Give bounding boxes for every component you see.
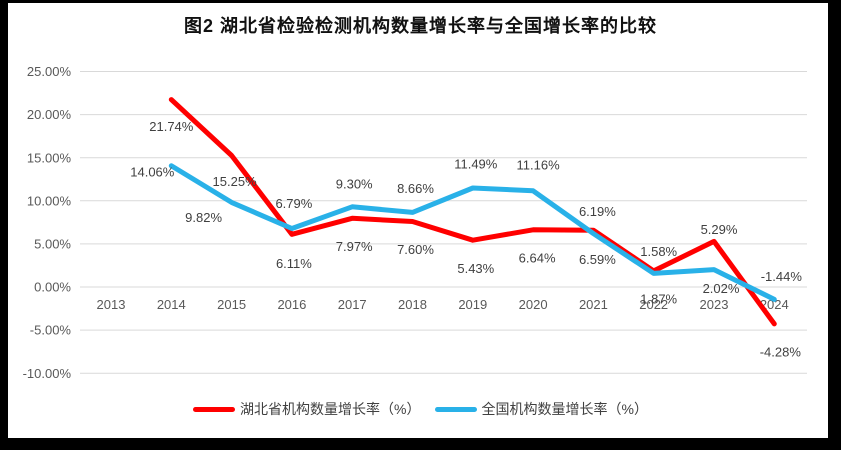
x-axis-tick-label: 2015 bbox=[217, 297, 246, 312]
x-axis-tick-label: 2022 bbox=[639, 297, 668, 312]
data-label: -1.44% bbox=[761, 269, 803, 284]
chart-legend: 湖北省机构数量增长率（%） 全国机构数量增长率（%） bbox=[0, 399, 841, 419]
data-label: 6.64% bbox=[519, 250, 556, 265]
x-axis-tick-label: 2016 bbox=[277, 297, 306, 312]
legend-label-national: 全国机构数量增长率（%） bbox=[481, 401, 648, 417]
x-axis-tick-label: 2020 bbox=[519, 297, 548, 312]
data-label: 11.49% bbox=[454, 157, 498, 172]
legend-item-hubei: 湖北省机构数量增长率（%） bbox=[193, 399, 421, 419]
x-axis-tick-label: 2013 bbox=[97, 297, 126, 312]
data-label: 21.74% bbox=[149, 119, 194, 134]
hubei-line-swatch bbox=[193, 406, 236, 412]
x-axis-tick-label: 2023 bbox=[700, 297, 729, 312]
y-axis-tick-label: 10.00% bbox=[27, 193, 72, 208]
x-axis-tick-label: 2018 bbox=[398, 297, 427, 312]
data-label: 7.60% bbox=[397, 242, 434, 257]
data-label: 5.43% bbox=[457, 261, 494, 276]
data-label: 1.87% bbox=[640, 291, 677, 306]
x-axis-tick-label: 2014 bbox=[157, 297, 186, 312]
data-label: -4.28% bbox=[760, 344, 802, 359]
y-axis-tick-label: 0.00% bbox=[34, 280, 71, 295]
data-label: 9.82% bbox=[185, 210, 222, 225]
y-axis-tick-label: 20.00% bbox=[27, 107, 72, 122]
data-label: 6.79% bbox=[275, 196, 312, 211]
data-label: 7.97% bbox=[336, 239, 373, 254]
x-axis-tick-label: 2021 bbox=[579, 297, 608, 312]
y-axis-tick-label: -10.00% bbox=[23, 366, 72, 381]
y-axis-tick-label: 15.00% bbox=[27, 150, 72, 165]
y-axis-tick-label: 25.00% bbox=[27, 64, 72, 79]
data-label: 11.16% bbox=[517, 157, 561, 172]
legend-item-national: 全国机构数量增长率（%） bbox=[434, 399, 648, 419]
x-axis-tick-label: 2019 bbox=[458, 297, 487, 312]
chart-title: 图2 湖北省检验检测机构数量增长率与全国增长率的比较 bbox=[183, 16, 657, 36]
y-axis-tick-label: -5.00% bbox=[30, 323, 72, 338]
data-label: 14.06% bbox=[130, 164, 175, 179]
national-line-swatch bbox=[434, 406, 477, 412]
data-label: 15.25% bbox=[213, 174, 258, 189]
y-axis-tick-label: 5.00% bbox=[34, 236, 71, 251]
data-label: 6.59% bbox=[579, 252, 616, 267]
data-label: 5.29% bbox=[701, 222, 738, 237]
data-label: 6.11% bbox=[276, 256, 312, 271]
national-series-line bbox=[168, 163, 777, 302]
legend-label-hubei: 湖北省机构数量增长率（%） bbox=[240, 401, 421, 417]
hubei-series-line bbox=[168, 97, 777, 327]
data-label: 8.66% bbox=[397, 181, 434, 196]
x-axis-tick-label: 2017 bbox=[338, 297, 367, 312]
data-label: 1.58% bbox=[640, 244, 677, 259]
data-label: 9.30% bbox=[336, 176, 373, 191]
chart-panel bbox=[8, 3, 828, 438]
data-label: 6.19% bbox=[579, 204, 616, 219]
data-label: 2.02% bbox=[703, 281, 740, 296]
x-axis-tick-label: 2024 bbox=[760, 297, 789, 312]
